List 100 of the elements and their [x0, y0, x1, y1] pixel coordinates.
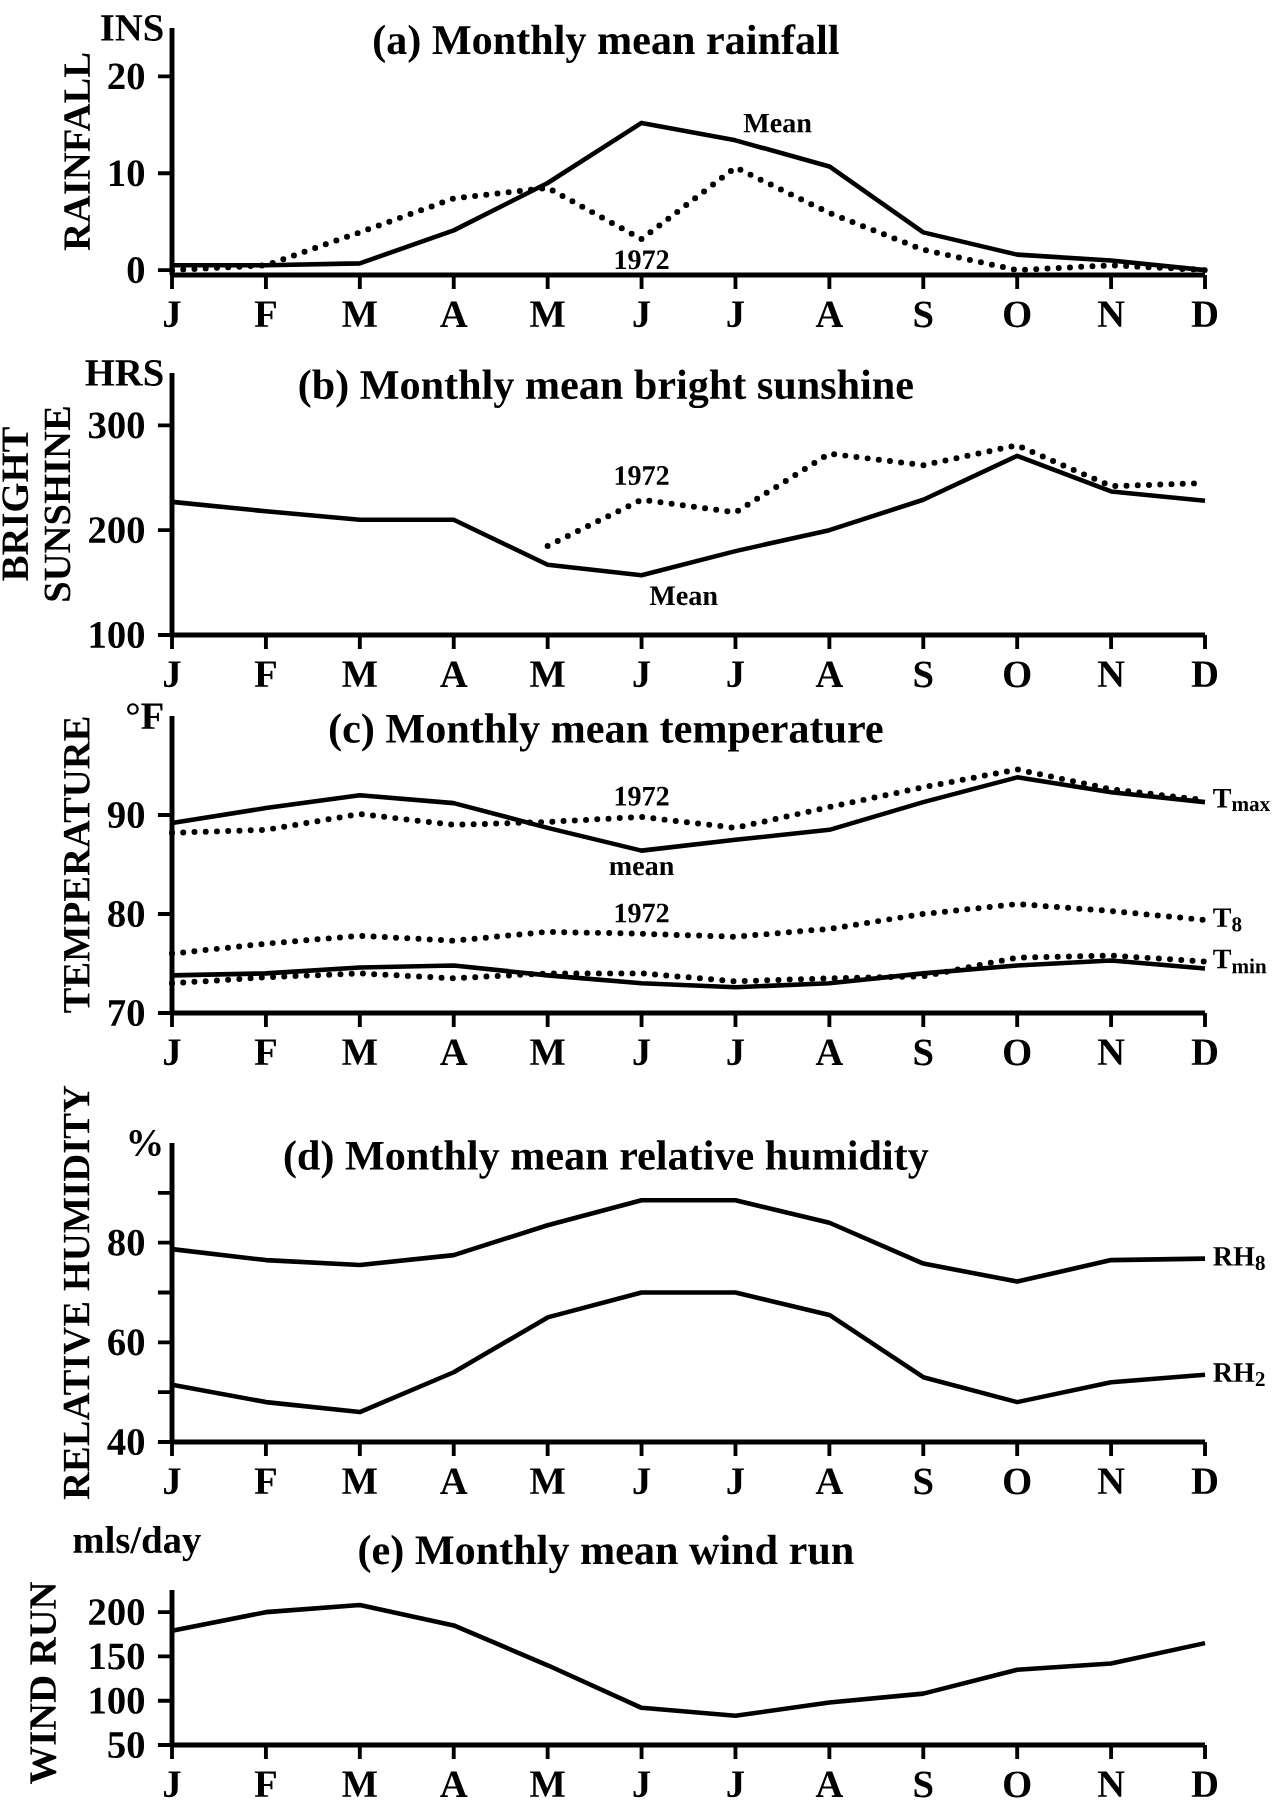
x-tick-label: A: [440, 1771, 468, 1797]
x-tick-label: A: [815, 301, 844, 327]
series-label: 1972: [615, 786, 669, 806]
series-label: Mean: [649, 586, 718, 606]
x-tick-label: D: [1191, 1771, 1218, 1797]
y-tick-label: 0: [127, 257, 145, 284]
x-tick-label: J: [164, 661, 181, 688]
chart-title: (e) Monthly mean wind run: [359, 1534, 854, 1574]
x-tick-label: F: [254, 1771, 276, 1797]
x-tick-label: N: [1097, 1771, 1125, 1797]
y-tick-label: 20: [108, 63, 145, 90]
x-tick-label: A: [440, 1468, 468, 1494]
text: T$_{8}$: [1213, 908, 1242, 932]
y-tick-label: 100: [90, 1687, 145, 1714]
text: T$_{max}$: [1213, 789, 1271, 812]
y-tick-label: 90: [107, 801, 145, 829]
text: RH$_{8}$: [1213, 1247, 1265, 1271]
y-tick-label: 80: [108, 900, 145, 928]
x-tick-label: J: [633, 1468, 651, 1495]
x-tick-label: S: [914, 1468, 933, 1495]
x-tick-label: F: [254, 1039, 276, 1065]
y-tick-label: 70: [109, 999, 145, 1027]
series-label: 1972: [615, 903, 669, 923]
x-tick-label: F: [254, 1468, 276, 1494]
x-tick-label: J: [164, 301, 181, 328]
x-tick-label: M: [530, 661, 565, 687]
x-tick-label: N: [1097, 301, 1125, 327]
x-tick-label: O: [1004, 1468, 1031, 1495]
x-tick-label: M: [342, 661, 377, 687]
x-tick-label: J: [727, 301, 745, 328]
series-label: 1972: [615, 250, 669, 270]
x-tick-label: O: [1004, 1771, 1031, 1798]
series-label: mean: [609, 861, 674, 876]
x-tick-label: A: [815, 661, 844, 687]
text: RH$_{2}$: [1213, 1363, 1265, 1387]
y-tick-label: 50: [108, 1731, 145, 1759]
x-tick-label: M: [530, 1039, 565, 1065]
x-tick-label: O: [1004, 661, 1031, 688]
x-tick-label: N: [1097, 1039, 1125, 1065]
chart-title: (a) Monthly mean rainfall: [374, 24, 839, 64]
y-tick-label: 80: [108, 1229, 145, 1256]
x-tick-label: S: [914, 301, 933, 328]
x-tick-label: J: [633, 661, 651, 688]
y-tick-label: 200: [89, 517, 145, 544]
x-tick-label: O: [1004, 1039, 1031, 1066]
x-tick-label: M: [342, 301, 377, 327]
x-tick-label: S: [914, 661, 933, 688]
x-tick-label: A: [440, 1039, 468, 1065]
x-tick-label: J: [727, 1468, 745, 1495]
text: HRS: [85, 360, 163, 386]
text: %: [129, 1129, 161, 1157]
x-tick-label: A: [815, 1771, 844, 1797]
x-tick-label: J: [633, 1771, 651, 1798]
x-tick-label: D: [1191, 661, 1218, 687]
y-tick-label: 100: [90, 621, 145, 649]
y-tick-label: 200: [89, 1599, 145, 1626]
text: INS: [101, 15, 163, 41]
y-tick-label: 60: [108, 1329, 145, 1356]
x-tick-label: A: [815, 1039, 844, 1065]
chart-title: (d) Monthly mean relative humidity: [284, 1140, 929, 1179]
x-tick-label: J: [164, 1039, 181, 1066]
y-axis-title: BRIGHT SUNSHINE: [2, 407, 71, 601]
text: °F: [127, 703, 163, 729]
x-tick-label: N: [1097, 1468, 1125, 1494]
x-tick-label: J: [164, 1468, 181, 1495]
text: mls/day: [73, 1526, 201, 1562]
x-tick-label: O: [1004, 301, 1031, 328]
x-tick-label: J: [727, 1039, 745, 1066]
y-axis-title: RAINFALL: [64, 53, 90, 251]
x-tick-label: D: [1191, 1039, 1218, 1065]
x-tick-label: J: [633, 301, 651, 328]
y-axis-title: WIND RUN: [30, 1582, 57, 1784]
y-axis-title: RELATIVE HUMIDITY: [63, 1085, 90, 1500]
x-tick-label: F: [254, 301, 276, 327]
y-axis-title: TEMPERATURE: [63, 717, 90, 1013]
x-tick-label: M: [530, 1771, 565, 1797]
x-tick-label: F: [254, 661, 276, 687]
x-tick-label: J: [727, 661, 745, 688]
y-tick-label: 300: [88, 412, 145, 439]
series-label: Mean: [743, 113, 812, 133]
x-tick-label: J: [164, 1771, 181, 1798]
x-tick-label: A: [440, 661, 468, 687]
x-tick-label: M: [342, 1039, 377, 1065]
x-tick-label: J: [633, 1039, 651, 1066]
series-label: 1972: [615, 466, 669, 486]
x-tick-label: N: [1097, 661, 1125, 687]
x-tick-label: D: [1191, 1468, 1218, 1494]
x-tick-label: A: [815, 1468, 844, 1494]
x-tick-label: M: [342, 1468, 377, 1494]
x-tick-label: D: [1191, 301, 1218, 327]
x-tick-label: M: [530, 1468, 565, 1494]
chart-title: (c) Monthly mean temperature: [329, 713, 883, 752]
x-tick-label: M: [342, 1771, 377, 1797]
y-tick-label: 10: [109, 160, 145, 187]
x-tick-label: S: [914, 1039, 933, 1066]
text: T$_{min}$: [1213, 949, 1267, 974]
x-tick-label: A: [440, 301, 468, 327]
x-tick-label: S: [914, 1771, 933, 1798]
x-tick-label: J: [727, 1771, 745, 1798]
y-tick-label: 40: [107, 1428, 145, 1456]
